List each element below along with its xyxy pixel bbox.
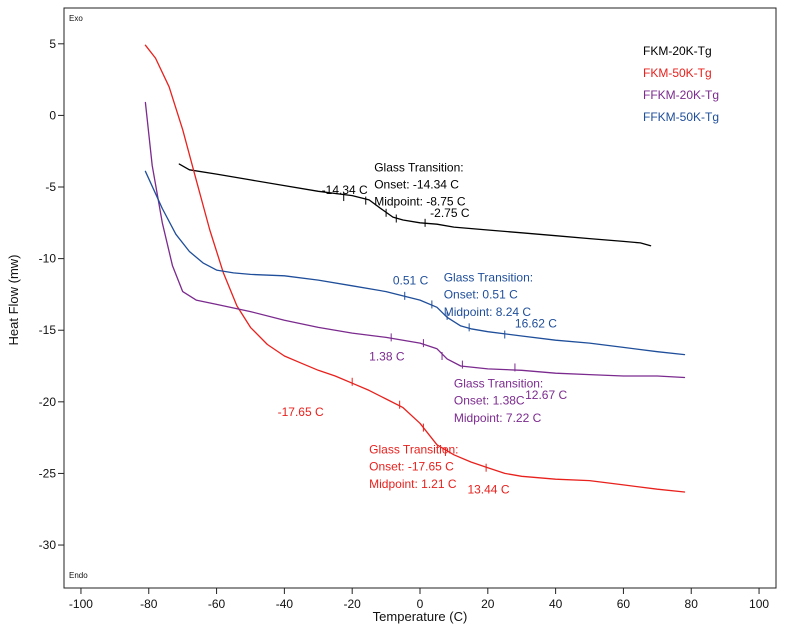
x-tick-label: -100 bbox=[69, 597, 93, 611]
x-tick-label: 0 bbox=[417, 597, 424, 611]
y-tick-label: -25 bbox=[39, 466, 57, 480]
x-tick-label: 80 bbox=[685, 597, 699, 611]
legend-entry: FKM-20K-Tg bbox=[643, 44, 712, 58]
annotation-label: -14.34 C bbox=[322, 183, 368, 197]
x-tick-label: -40 bbox=[276, 597, 294, 611]
x-axis: -100 -80 -60 -40 -20 0 20 40 60 80 100 bbox=[69, 588, 769, 611]
annotation-label: 0.51 C bbox=[393, 273, 429, 287]
x-axis-title: Temperature (C) bbox=[373, 609, 468, 624]
y-tick-label: 0 bbox=[49, 108, 56, 122]
legend: FKM-20K-Tg FKM-50K-Tg FFKM-20K-Tg FFKM-50K-… bbox=[643, 44, 719, 124]
annotation-label: Onset: 1.38C bbox=[454, 394, 525, 408]
x-tick-label: 40 bbox=[549, 597, 563, 611]
annotation-label: Glass Transition: bbox=[369, 442, 458, 456]
series-line-3 bbox=[144, 170, 686, 356]
annotation-label: Glass Transition: bbox=[454, 377, 543, 391]
annotation-label: 1.38 C bbox=[369, 349, 405, 363]
annotation-label: Glass Transition: bbox=[374, 160, 463, 174]
y-tick-label: -30 bbox=[39, 538, 57, 552]
annotation-label: Midpoint: 1.21 C bbox=[369, 477, 457, 491]
y-axis-title: Heat Flow (mw) bbox=[6, 254, 21, 345]
series-line-2 bbox=[144, 101, 686, 379]
x-tick-label: 60 bbox=[617, 597, 631, 611]
exo-label: Exo bbox=[69, 14, 83, 23]
annotation-label: Midpoint: 8.24 C bbox=[444, 305, 532, 319]
annotation-label: Onset: -17.65 C bbox=[369, 460, 454, 474]
annotation-label: Onset: 0.51 C bbox=[444, 288, 518, 302]
annotation-label: -17.65 C bbox=[278, 405, 324, 419]
annotation-label: 16.62 C bbox=[515, 316, 557, 330]
x-tick-label: -80 bbox=[140, 597, 158, 611]
series-layer bbox=[144, 44, 686, 493]
x-tick-label: -60 bbox=[208, 597, 226, 611]
legend-entry: FFKM-50K-Tg bbox=[643, 110, 719, 124]
x-tick-label: 100 bbox=[749, 597, 769, 611]
x-tick-label: 20 bbox=[481, 597, 495, 611]
annotation-label: 13.44 C bbox=[467, 482, 509, 496]
annotation-label: Midpoint: 7.22 C bbox=[454, 411, 542, 425]
y-tick-label: -5 bbox=[45, 180, 56, 194]
series-line-1 bbox=[144, 44, 686, 493]
annotation-label: -2.75 C bbox=[430, 206, 470, 220]
annotation-label: Glass Transition: bbox=[444, 271, 533, 285]
annotation-label: Onset: -14.34 C bbox=[374, 177, 459, 191]
series-line-0 bbox=[178, 163, 652, 247]
annotation-label: Midpoint: -8.75 C bbox=[374, 195, 466, 209]
annotation-label: 12.67 C bbox=[525, 388, 567, 402]
y-tick-label: -20 bbox=[39, 395, 57, 409]
endo-label: Endo bbox=[69, 571, 88, 580]
legend-entry: FFKM-20K-Tg bbox=[643, 88, 719, 102]
annotation-layer: -14.34 C Glass Transition: Onset: -14.34 C… bbox=[278, 160, 568, 496]
y-tick-label: -15 bbox=[39, 323, 57, 337]
y-axis: 5 0 -5 -10 -15 -20 -25 -30 bbox=[39, 37, 64, 552]
y-tick-label: 5 bbox=[49, 37, 56, 51]
y-tick-label: -10 bbox=[39, 252, 57, 266]
legend-entry: FKM-50K-Tg bbox=[643, 66, 712, 80]
x-tick-label: -20 bbox=[344, 597, 362, 611]
